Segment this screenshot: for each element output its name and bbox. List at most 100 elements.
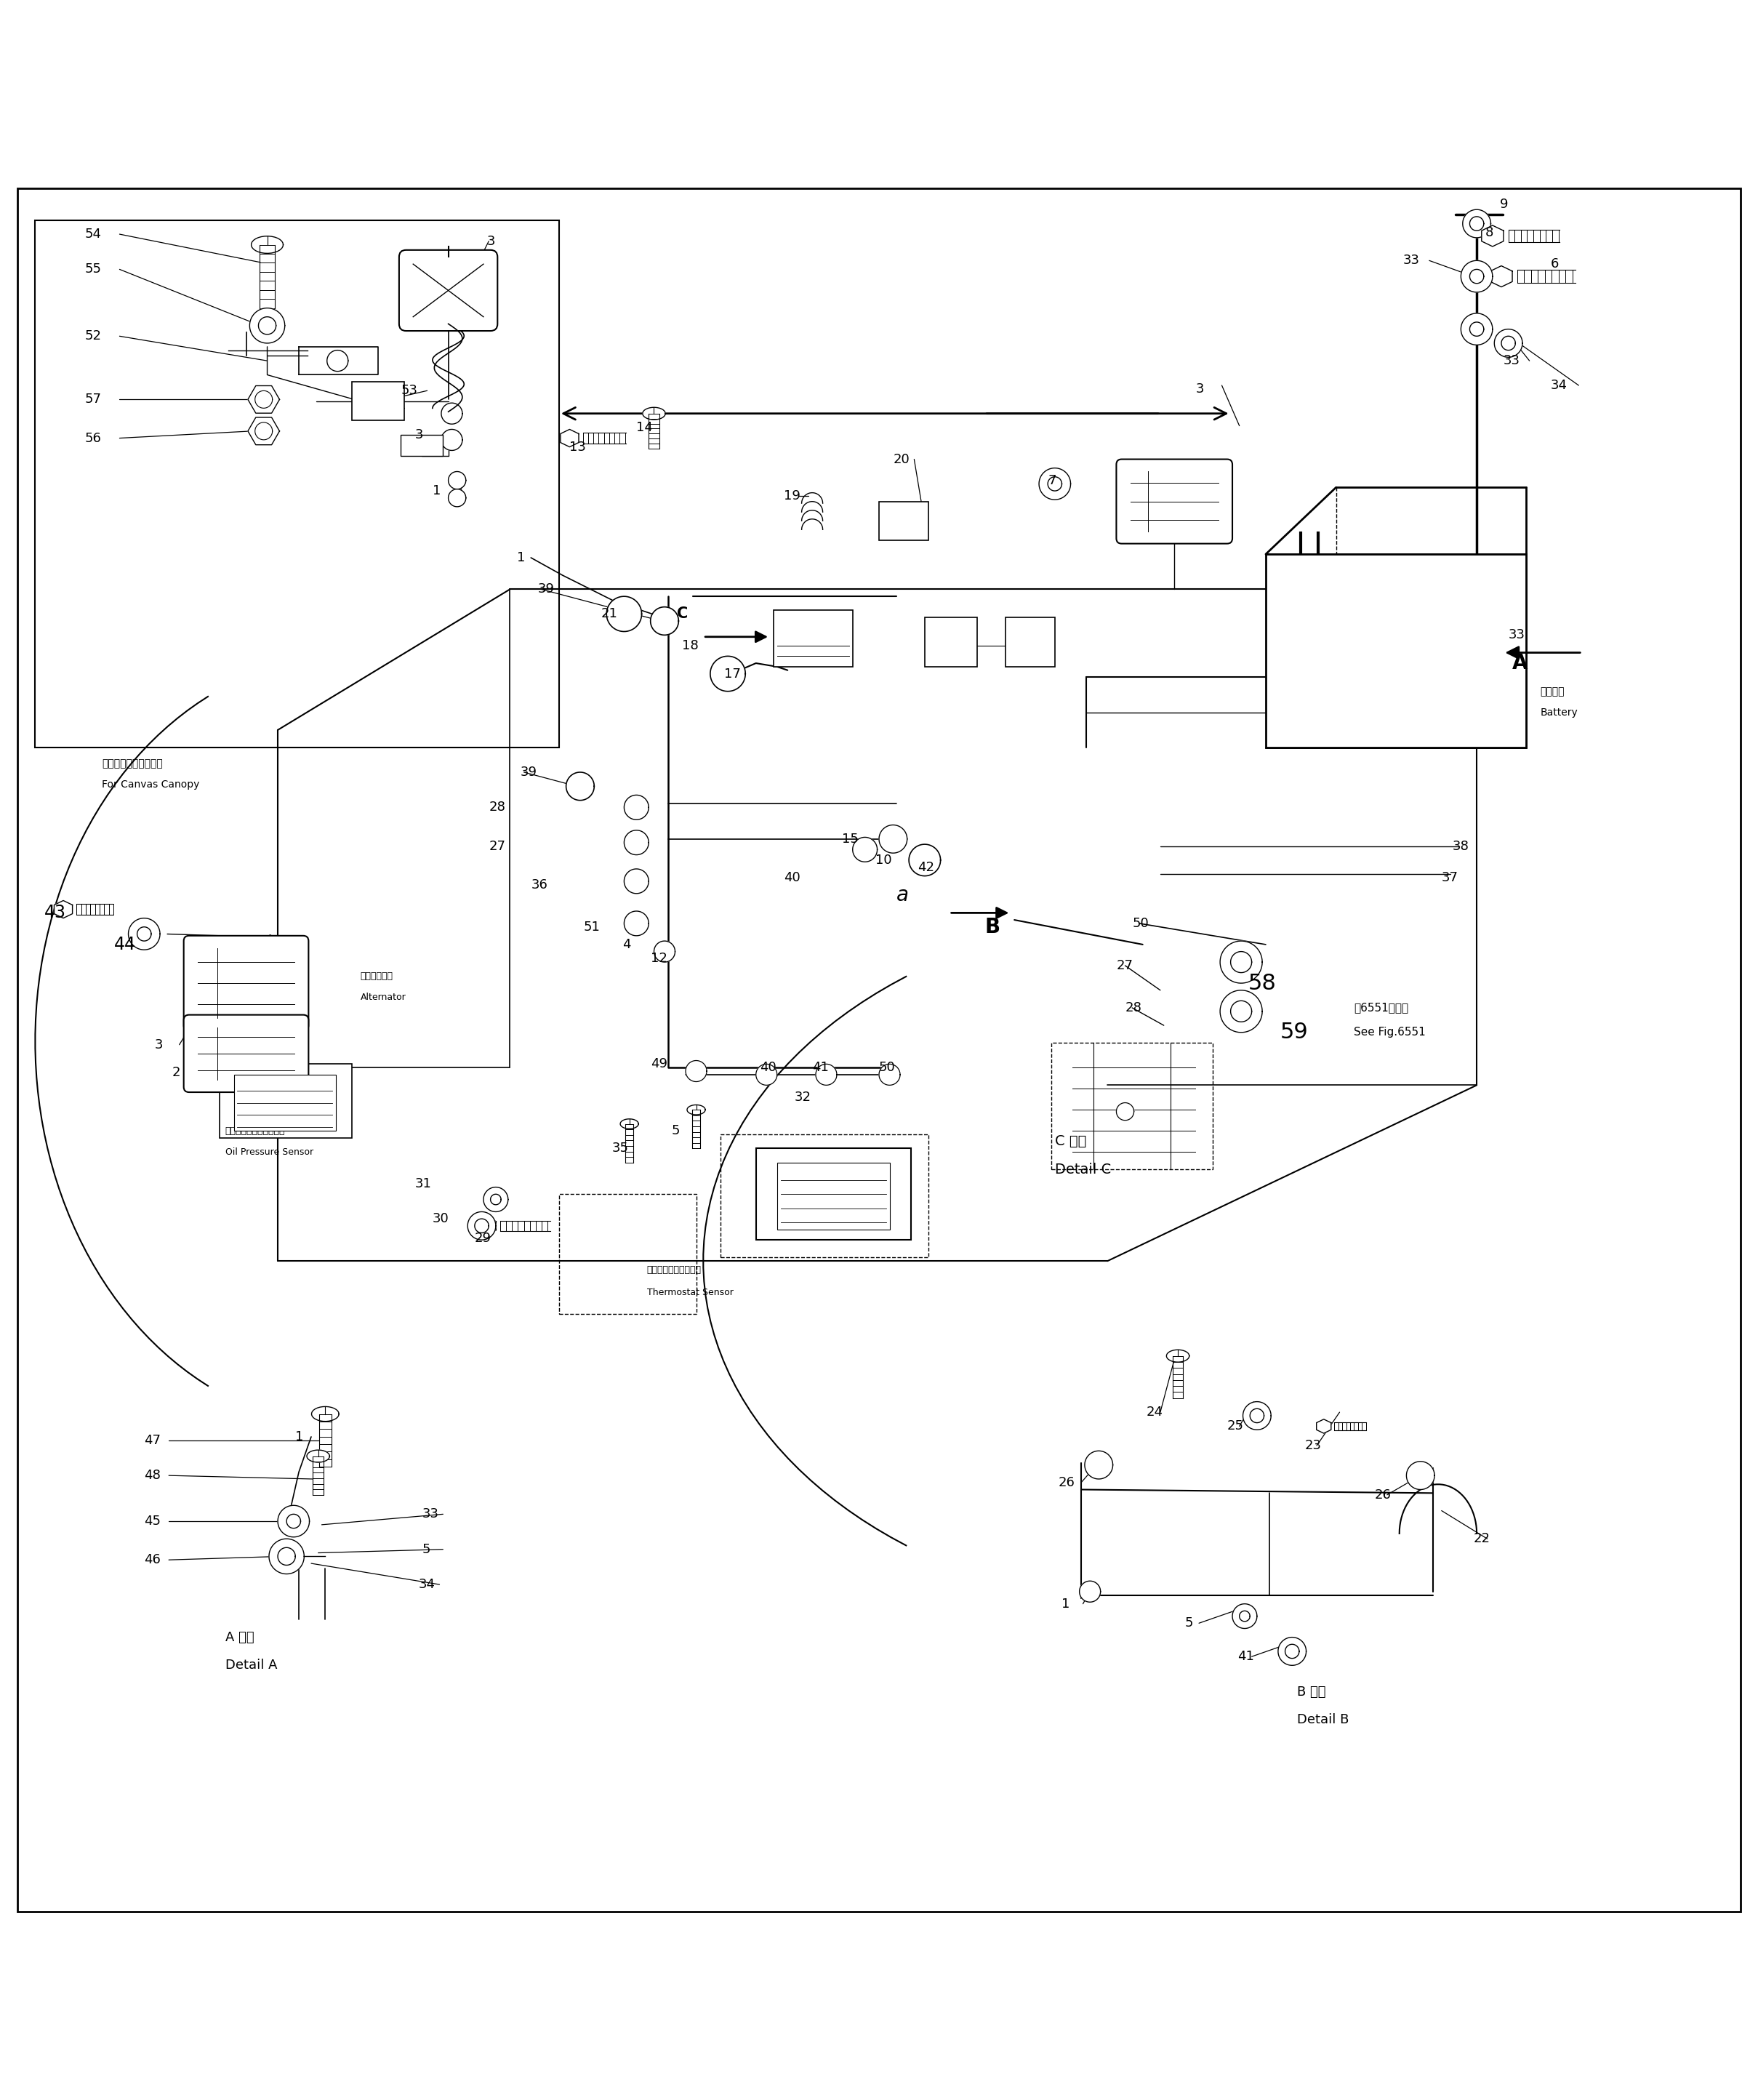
Text: 30: 30 <box>432 1212 448 1224</box>
Text: バッテリ: バッテリ <box>1540 687 1565 697</box>
Polygon shape <box>1491 267 1512 288</box>
Text: 40: 40 <box>759 1061 775 1073</box>
Bar <box>925 617 977 666</box>
Polygon shape <box>710 655 745 691</box>
Text: 37: 37 <box>1442 872 1459 884</box>
Text: 9: 9 <box>1500 197 1508 210</box>
FancyBboxPatch shape <box>183 937 309 1031</box>
Text: 54: 54 <box>84 227 102 242</box>
Text: 12: 12 <box>650 951 666 966</box>
Text: 19: 19 <box>784 489 800 502</box>
Text: 21: 21 <box>601 607 617 620</box>
Text: オイルプレッシャセンサ: オイルプレッシャセンサ <box>225 1126 285 1136</box>
Text: 33: 33 <box>1503 355 1521 368</box>
Text: 51: 51 <box>584 920 599 935</box>
Text: 47: 47 <box>144 1434 162 1447</box>
Bar <box>352 382 404 420</box>
Bar <box>777 1163 890 1228</box>
Polygon shape <box>1085 1451 1113 1478</box>
Polygon shape <box>624 830 649 855</box>
Text: 22: 22 <box>1473 1533 1491 1546</box>
Text: 57: 57 <box>84 393 102 405</box>
Text: 26: 26 <box>1058 1476 1074 1489</box>
Polygon shape <box>624 869 649 892</box>
Text: Detail A: Detail A <box>225 1659 278 1672</box>
Text: 50: 50 <box>1132 918 1148 930</box>
Polygon shape <box>441 403 462 424</box>
Polygon shape <box>879 825 907 853</box>
Bar <box>220 1065 352 1138</box>
Text: 31: 31 <box>415 1178 431 1191</box>
Polygon shape <box>624 911 649 937</box>
Bar <box>234 1075 336 1132</box>
Polygon shape <box>248 386 280 414</box>
Polygon shape <box>621 1119 638 1130</box>
Polygon shape <box>1461 260 1493 292</box>
Text: 46: 46 <box>144 1554 160 1567</box>
Polygon shape <box>1461 313 1493 344</box>
Polygon shape <box>327 351 348 372</box>
Polygon shape <box>756 1065 777 1086</box>
Polygon shape <box>278 1506 309 1537</box>
Polygon shape <box>269 1539 304 1573</box>
Text: 3: 3 <box>487 235 496 248</box>
Polygon shape <box>1116 1102 1134 1119</box>
Text: 3: 3 <box>1195 382 1204 395</box>
Text: 5: 5 <box>1185 1617 1194 1630</box>
Polygon shape <box>478 1218 496 1235</box>
Bar <box>559 1195 696 1315</box>
Text: 58: 58 <box>1248 972 1276 993</box>
Text: 49: 49 <box>650 1058 668 1071</box>
Text: 33: 33 <box>1403 254 1420 267</box>
Text: スターティングモータ: スターティングモータ <box>791 1172 846 1182</box>
Bar <box>721 1134 928 1258</box>
Text: 33: 33 <box>422 1508 440 1520</box>
Polygon shape <box>624 796 649 819</box>
Text: 2: 2 <box>172 1067 181 1079</box>
Bar <box>774 611 853 666</box>
Text: 25: 25 <box>1227 1420 1245 1432</box>
Text: 50: 50 <box>879 1061 895 1073</box>
Text: A: A <box>1512 653 1528 674</box>
Text: 3: 3 <box>155 1037 163 1052</box>
Text: 41: 41 <box>812 1061 828 1073</box>
Polygon shape <box>128 918 160 949</box>
Text: Battery: Battery <box>1540 708 1577 718</box>
Text: 42: 42 <box>918 861 935 874</box>
Text: 38: 38 <box>1452 840 1468 853</box>
Text: 1: 1 <box>517 550 526 565</box>
Text: Alternator: Alternator <box>360 993 406 1002</box>
FancyBboxPatch shape <box>1116 460 1232 544</box>
Polygon shape <box>561 428 578 447</box>
Text: 36: 36 <box>531 878 547 890</box>
Polygon shape <box>1220 991 1262 1033</box>
Text: 13: 13 <box>570 441 585 454</box>
Polygon shape <box>441 428 462 449</box>
Polygon shape <box>566 773 594 800</box>
Polygon shape <box>1317 1420 1331 1434</box>
Polygon shape <box>1220 941 1262 983</box>
Polygon shape <box>1079 1581 1101 1602</box>
Text: 16: 16 <box>926 630 942 643</box>
Bar <box>1051 1044 1213 1170</box>
Text: A 詳細: A 詳細 <box>225 1632 253 1644</box>
Polygon shape <box>1039 468 1071 500</box>
Text: 18: 18 <box>682 638 698 653</box>
Text: 11: 11 <box>1016 628 1032 643</box>
Text: 29: 29 <box>475 1231 492 1245</box>
Text: 第6551図参照: 第6551図参照 <box>1354 1002 1408 1014</box>
FancyBboxPatch shape <box>399 250 498 332</box>
Text: 5: 5 <box>422 1544 431 1556</box>
Bar <box>1006 617 1055 666</box>
Text: 59: 59 <box>1280 1023 1308 1044</box>
Text: 34: 34 <box>1551 378 1568 393</box>
Polygon shape <box>251 235 283 254</box>
Text: Detail C: Detail C <box>1055 1163 1111 1176</box>
Text: a: a <box>278 930 295 958</box>
Polygon shape <box>909 844 941 876</box>
Polygon shape <box>643 407 665 420</box>
Text: 48: 48 <box>144 1470 160 1483</box>
Polygon shape <box>311 1407 339 1422</box>
Text: For Canvas Canopy: For Canvas Canopy <box>102 779 200 790</box>
Polygon shape <box>686 1061 707 1082</box>
